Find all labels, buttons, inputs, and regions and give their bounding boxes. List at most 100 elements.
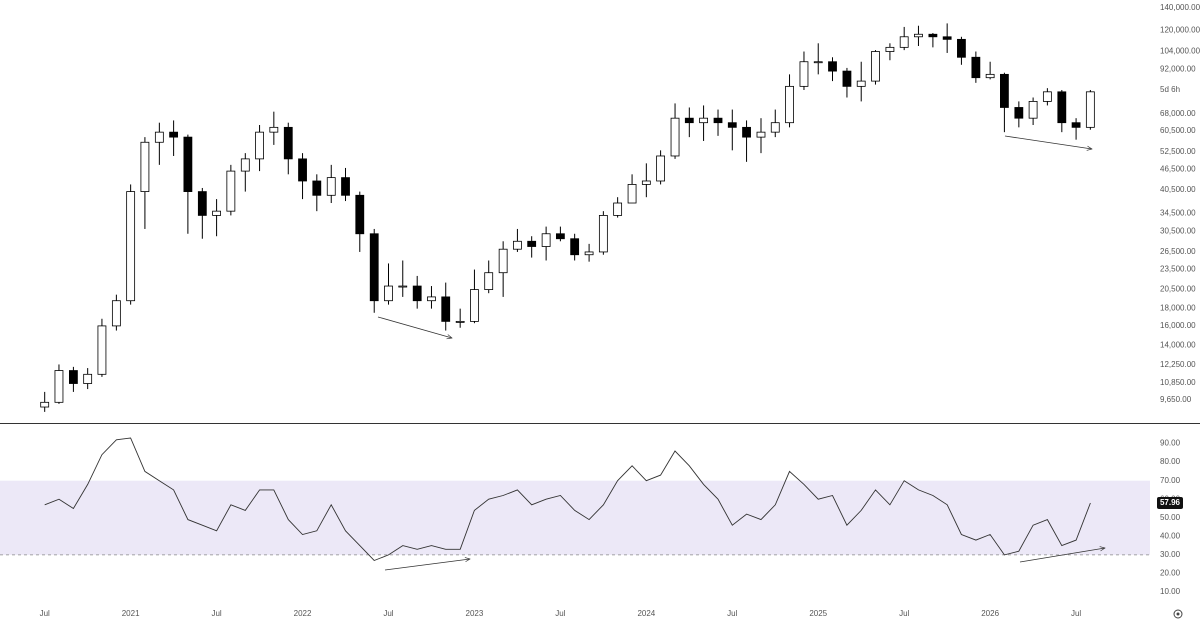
candle-body	[341, 177, 350, 196]
x-tick-label: 2023	[466, 609, 484, 618]
y-tick-label: 9,650.00	[1160, 395, 1192, 404]
x-tick-label: Jul	[1071, 609, 1081, 618]
x-tick-label: 2024	[637, 609, 655, 618]
candle-body	[298, 158, 307, 182]
candle-body	[441, 296, 451, 322]
candle-body	[885, 46, 895, 52]
y-tick-label: 120,000.00	[1160, 26, 1200, 35]
candle-body	[985, 73, 995, 79]
candle-body	[212, 210, 221, 216]
candle-body	[713, 117, 723, 124]
candle-body	[326, 177, 336, 196]
candle-body	[570, 238, 580, 256]
candle-body	[828, 61, 837, 72]
y-tick-label: 80.00	[1160, 457, 1181, 466]
candle-body	[598, 215, 608, 253]
y-tick-label: 140,000.00	[1160, 3, 1200, 12]
candle-body	[1071, 122, 1081, 128]
candle-body	[942, 36, 952, 40]
y-tick-label: 10.00	[1160, 587, 1181, 596]
x-tick-label: Jul	[727, 609, 737, 618]
candle-body	[513, 240, 522, 250]
candle-body	[770, 122, 780, 133]
y-tick-label: 12,250.00	[1160, 360, 1196, 369]
x-tick-label: 2025	[809, 609, 827, 618]
y-tick-label: 14,000.00	[1160, 341, 1196, 350]
x-tick-label: 2021	[122, 609, 140, 618]
candle-body	[541, 233, 551, 247]
x-tick-label: 2026	[981, 609, 999, 618]
y-tick-label: 70.00	[1160, 476, 1181, 485]
rsi-band	[0, 480, 1150, 555]
candle-body	[40, 401, 50, 408]
settings-icon[interactable]	[1173, 609, 1183, 619]
candle-body	[226, 170, 236, 212]
rsi-line	[44, 437, 1091, 562]
candle-body	[684, 117, 694, 124]
candle-body	[1042, 91, 1052, 102]
candle-body	[498, 248, 508, 274]
candle-body	[527, 240, 537, 247]
candle-body	[799, 61, 809, 87]
candle-body	[111, 300, 121, 327]
candle-body	[813, 61, 823, 64]
candle-body	[140, 141, 150, 192]
candle-body	[641, 180, 651, 185]
candle-body	[1000, 73, 1009, 108]
x-tick-label: Jul	[383, 609, 393, 618]
candle-body	[1057, 91, 1067, 124]
candle-body	[899, 36, 909, 48]
y-tick-label: 52,500.00	[1160, 147, 1196, 156]
y-tick-label: 16,000.00	[1160, 321, 1196, 330]
y-tick-label: 90.00	[1160, 439, 1181, 448]
x-tick-label: Jul	[555, 609, 565, 618]
candle-body	[670, 117, 680, 157]
candle-body	[169, 131, 179, 138]
y-tick-label: 30.00	[1160, 550, 1181, 559]
countdown-label: 5d 6h	[1160, 85, 1180, 94]
candle-body	[240, 158, 250, 172]
x-tick-label: Jul	[40, 609, 50, 618]
candle-body	[756, 131, 766, 138]
x-tick-label: Jul	[211, 609, 221, 618]
y-tick-label: 92,000.00	[1160, 65, 1196, 74]
candle-body	[369, 233, 379, 302]
y-tick-label: 104,000.00	[1160, 47, 1200, 56]
candle-body	[355, 194, 365, 235]
candle-body	[842, 70, 852, 87]
y-tick-label: 18,000.00	[1160, 304, 1196, 313]
candle-body	[183, 136, 193, 192]
candle-body	[871, 51, 880, 82]
divergence-arrow	[377, 316, 452, 338]
candle-body	[427, 296, 436, 302]
y-tick-label: 20.00	[1160, 569, 1181, 578]
candle-body	[1085, 91, 1095, 128]
candle-body	[957, 38, 966, 58]
candle-body	[398, 285, 408, 288]
candle-body	[69, 370, 78, 384]
candle-body	[470, 289, 479, 322]
y-tick-label: 40.00	[1160, 531, 1181, 540]
candle-body	[1014, 107, 1024, 119]
candle-body	[555, 233, 565, 240]
candle-body	[255, 131, 264, 160]
candle-body	[1028, 101, 1038, 119]
candle-body	[54, 370, 64, 403]
candle-body	[154, 131, 164, 143]
y-tick-label: 34,500.00	[1160, 208, 1196, 217]
candle-body	[312, 180, 322, 196]
background-layer	[0, 480, 1150, 556]
y-tick-label: 10,850.00	[1160, 378, 1196, 387]
candle-body	[97, 325, 107, 375]
divergence-arrow	[1004, 135, 1092, 149]
candle-body	[971, 56, 981, 79]
candle-body	[126, 191, 136, 302]
x-tick-label: Jul	[899, 609, 909, 618]
candle-body	[785, 85, 794, 124]
candle-body	[699, 117, 708, 124]
candle-body	[283, 126, 293, 160]
last-value-box	[1157, 497, 1183, 510]
candle-body	[484, 272, 494, 290]
candle-body	[742, 126, 751, 138]
